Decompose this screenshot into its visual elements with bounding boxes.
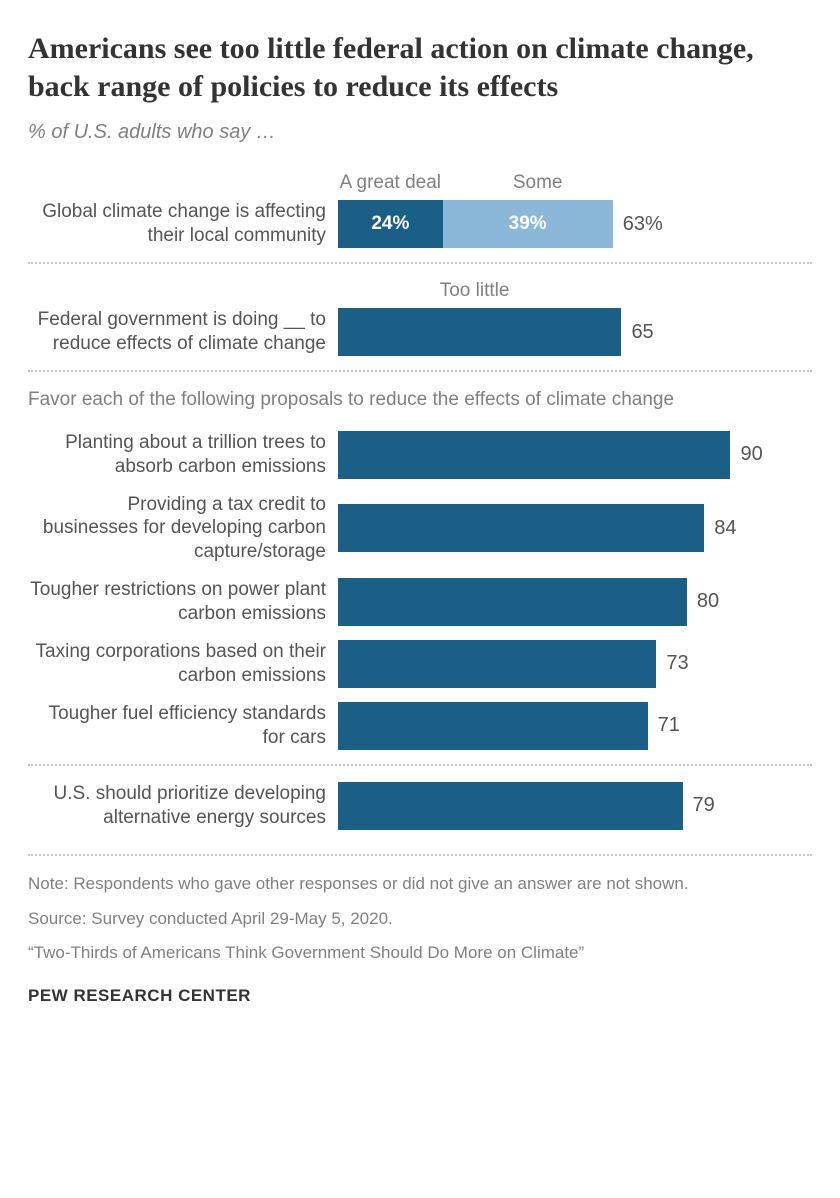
- bar-segment: [338, 308, 621, 356]
- bar-segment: [338, 782, 683, 830]
- bar-segment: [338, 640, 656, 688]
- stacked-bar: 24% 39%: [338, 200, 613, 248]
- proposal-row: Providing a tax credit to businesses for…: [28, 493, 812, 564]
- row-label: Tougher fuel efficiency standards for ca…: [28, 702, 338, 750]
- proposals-list: Planting about a trillion trees to absor…: [28, 431, 812, 750]
- legend-some: Some: [443, 172, 613, 194]
- section-federal-gov: Too little Federal government is doing _…: [28, 280, 812, 356]
- bar: [338, 431, 730, 479]
- bar: [338, 782, 683, 830]
- divider: [28, 854, 812, 856]
- divider: [28, 262, 812, 264]
- bar: [338, 308, 621, 356]
- row-label: Taxing corporations based on their carbo…: [28, 640, 338, 688]
- footnote-source: Source: Survey conducted April 29-May 5,…: [28, 907, 812, 932]
- bar: [338, 702, 648, 750]
- bar-area: 24% 39% 63%: [338, 200, 812, 248]
- bar-area: 71: [338, 702, 812, 750]
- row-label: Tougher restrictions on power plant carb…: [28, 578, 338, 626]
- row-label: Federal government is doing __ to reduce…: [28, 308, 338, 356]
- bar-area: 80: [338, 578, 812, 626]
- bar-value: 65: [631, 321, 653, 344]
- row-label: Providing a tax credit to businesses for…: [28, 493, 338, 564]
- bar: [338, 578, 687, 626]
- row-label: Global climate change is affecting their…: [28, 200, 338, 248]
- bar-segment: [338, 578, 687, 626]
- bar-value: 73: [666, 652, 688, 675]
- section-alt-energy: U.S. should prioritize developing altern…: [28, 782, 812, 830]
- bar-value: 84: [714, 517, 736, 540]
- bar-segment: [338, 504, 704, 552]
- legend-row-1: A great deal Some: [338, 172, 812, 194]
- bar-value: 90: [740, 443, 762, 466]
- divider: [28, 370, 812, 372]
- row-local-community: Global climate change is affecting their…: [28, 200, 812, 248]
- bar-segment-great-deal: 24%: [338, 200, 443, 248]
- proposal-row: Planting about a trillion trees to absor…: [28, 431, 812, 479]
- bar: [338, 504, 704, 552]
- proposal-row: Tougher fuel efficiency standards for ca…: [28, 702, 812, 750]
- row-federal-gov: Federal government is doing __ to reduce…: [28, 308, 812, 356]
- proposal-row: Tougher restrictions on power plant carb…: [28, 578, 812, 626]
- chart-title: Americans see too little federal action …: [28, 30, 812, 105]
- legend-great-deal: A great deal: [338, 172, 443, 194]
- section-proposals: Favor each of the following proposals to…: [28, 388, 812, 750]
- bar-area: 65: [338, 308, 812, 356]
- bar-value: 79: [693, 794, 715, 817]
- chart-subtitle: % of U.S. adults who say …: [28, 121, 812, 144]
- bar-segment: [338, 431, 730, 479]
- bar-area: 73: [338, 640, 812, 688]
- row-label: U.S. should prioritize developing altern…: [28, 782, 338, 830]
- section-heading: Favor each of the following proposals to…: [28, 388, 812, 413]
- row-label: Planting about a trillion trees to absor…: [28, 431, 338, 479]
- bar-area: 84: [338, 504, 812, 552]
- row-alt-energy: U.S. should prioritize developing altern…: [28, 782, 812, 830]
- footnote-note: Note: Respondents who gave other respons…: [28, 872, 812, 897]
- bar-area: 90: [338, 431, 812, 479]
- bar-area: 79: [338, 782, 812, 830]
- bar-value: 80: [697, 590, 719, 613]
- footnote-report: “Two-Thirds of Americans Think Governmen…: [28, 941, 812, 966]
- bar-value: 71: [658, 714, 680, 737]
- bar-segment: [338, 702, 648, 750]
- section-local-community: A great deal Some Global climate change …: [28, 172, 812, 248]
- bar-total-value: 63%: [623, 213, 663, 236]
- bar-segment-some: 39%: [443, 200, 613, 248]
- bar: [338, 640, 656, 688]
- legend-too-little: Too little: [338, 280, 812, 302]
- proposal-row: Taxing corporations based on their carbo…: [28, 640, 812, 688]
- divider: [28, 764, 812, 766]
- brand-label: PEW RESEARCH CENTER: [28, 986, 812, 1006]
